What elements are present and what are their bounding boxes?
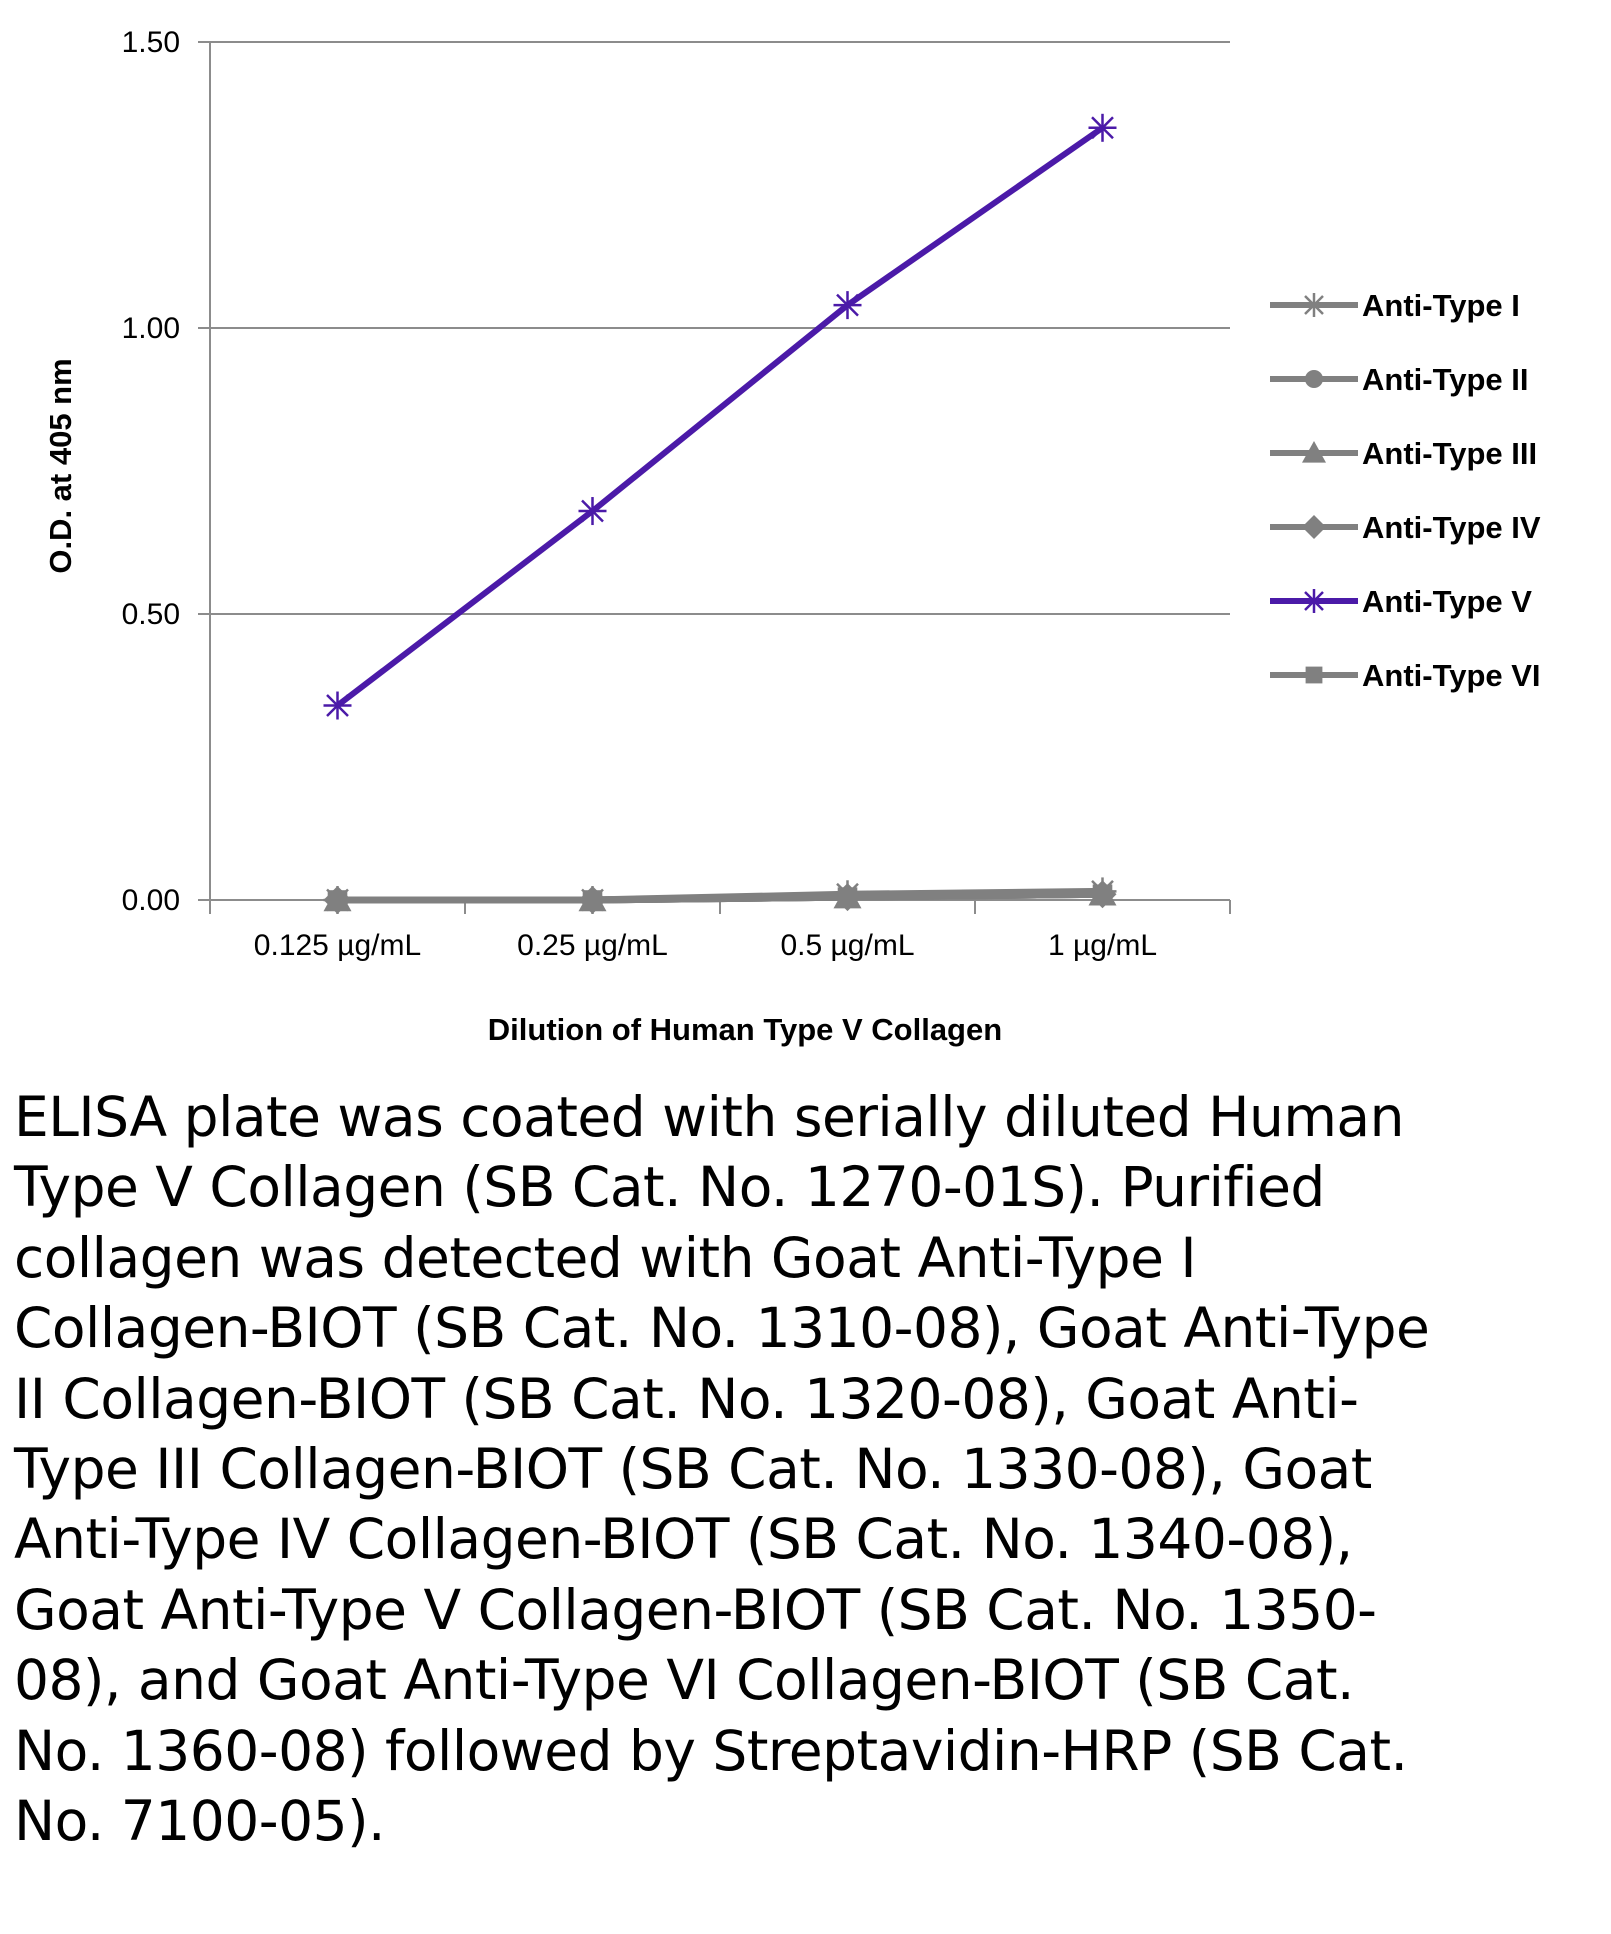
legend-swatch-marker xyxy=(1302,589,1326,613)
legend-swatch-marker xyxy=(1305,370,1323,388)
legend-item-anti-type-v: Anti-Type V xyxy=(1270,584,1532,619)
legend-item-anti-type-iii: Anti-Type III xyxy=(1270,436,1537,471)
series-anti-type-v xyxy=(323,113,1117,720)
data-point xyxy=(327,890,348,910)
x-tick-label: 0.25 µg/mL xyxy=(517,929,668,962)
x-tick-label: 0.125 µg/mL xyxy=(254,929,421,962)
data-point xyxy=(833,291,862,320)
legend-label: Anti-Type V xyxy=(1362,584,1532,619)
axes: 0.00 0.50 1.00 1.50 0.125 µg/mL 0.25 µg/mL 0.5… xyxy=(122,26,1231,962)
legend-item-anti-type-vi: Anti-Type VI xyxy=(1270,658,1541,693)
y-axis-title: O.D. at 405 nm xyxy=(43,358,78,573)
legend-swatch-marker xyxy=(1305,666,1323,684)
series-line xyxy=(335,125,1105,708)
legend-label: Anti-Type IV xyxy=(1362,510,1541,545)
figure-caption: ELISA plate was coated with serially dil… xyxy=(14,1085,1430,1854)
legend-item-anti-type-ii: Anti-Type II xyxy=(1270,362,1528,397)
legend-swatch-marker xyxy=(1302,293,1326,317)
x-tick-label: 1 µg/mL xyxy=(1048,929,1157,962)
legend-label: Anti-Type II xyxy=(1362,362,1528,397)
data-point xyxy=(1092,884,1113,905)
data-point xyxy=(1088,113,1117,142)
legend-label: Anti-Type VI xyxy=(1362,658,1541,693)
data-point xyxy=(837,887,858,907)
series-line xyxy=(337,890,1103,904)
plot-series xyxy=(323,113,1117,914)
x-tick-label: 0.5 µg/mL xyxy=(780,929,914,962)
elisa-line-chart: 0.00 0.50 1.00 1.50 0.125 µg/mL 0.25 µg/mL 0.5… xyxy=(43,26,1541,1047)
y-tick-label: 1.50 xyxy=(122,26,180,59)
data-point xyxy=(323,691,352,720)
y-tick-label: 0.50 xyxy=(122,598,180,631)
legend: Anti-Type I Anti-Type II Anti-Type III Anti… xyxy=(1270,288,1541,693)
legend-item-anti-type-iv: Anti-Type IV xyxy=(1270,510,1541,545)
legend-swatch-marker xyxy=(1302,515,1326,539)
legend-swatch-marker xyxy=(1302,441,1326,463)
gridlines xyxy=(210,41,1230,615)
legend-label: Anti-Type I xyxy=(1362,288,1520,323)
legend-label: Anti-Type III xyxy=(1362,436,1537,471)
series-anti-type-vi xyxy=(327,884,1113,910)
y-tick-label: 0.00 xyxy=(122,884,180,917)
legend-item-anti-type-i: Anti-Type I xyxy=(1270,288,1520,323)
y-tick-label: 1.00 xyxy=(122,312,180,345)
data-point xyxy=(582,890,603,910)
data-point xyxy=(578,497,607,526)
x-axis-title: Dilution of Human Type V Collagen xyxy=(488,1012,1002,1047)
